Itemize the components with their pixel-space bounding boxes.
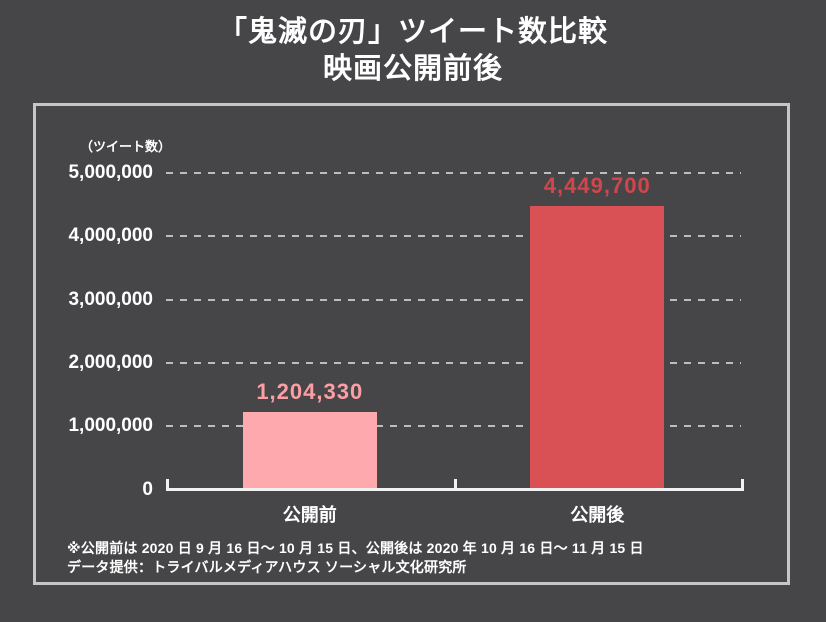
- y-tick-label: 3,000,000: [68, 288, 153, 310]
- y-tick-label: 5,000,000: [68, 162, 153, 183]
- x-axis-tick-1: [453, 479, 457, 491]
- chart-title-line-2: 映画公開前後: [322, 53, 503, 85]
- y-axis-unit-label: （ツイート数）: [80, 139, 172, 154]
- y-tick-label: 1,000,000: [68, 415, 153, 437]
- bar-before-release: [242, 412, 377, 488]
- x-axis-tick-0: [166, 479, 169, 491]
- bar-after-release: [530, 206, 665, 488]
- bar-value-label-after-release: 4,449,700: [543, 173, 651, 198]
- gridline-2000000: [166, 361, 741, 364]
- gridline-4000000: [166, 235, 741, 238]
- bar-chart-plot-area: 1,000,000 2,000,000 3,000,000 4,000,000 5,00…: [36, 106, 787, 582]
- gridline-5000000: [166, 172, 741, 174]
- y-tick-label: 4,000,000: [68, 225, 153, 247]
- chart-frame: （ツイート数） 1,000,000 2,000,000 3,000,000 4,000…: [33, 103, 790, 585]
- x-axis-tick-2: [741, 479, 744, 491]
- bar-value-label-before-release: 1,204,330: [256, 379, 364, 404]
- y-tick-label-zero: 0: [142, 478, 153, 500]
- gridline-3000000: [166, 298, 741, 301]
- category-label-after-release: 公開後: [570, 505, 625, 525]
- footnote-data-source: データ提供：トライバルメディアハウス ソーシャル文化研究所: [67, 559, 467, 575]
- footnote-period: ※公開前は 2020 日 9 月 16 日～ 10 月 15 日、公開後は 20…: [67, 540, 644, 556]
- category-label-before-release: 公開前: [282, 505, 337, 525]
- chart-title-line-1: 「鬼滅の刃」ツイート数比較: [217, 16, 608, 48]
- gridline-1000000: [166, 425, 741, 428]
- y-tick-label: 2,000,000: [68, 351, 153, 373]
- footnotes: ※公開前は 2020 日 9 月 16 日～ 10 月 15 日、公開後は 20…: [67, 539, 644, 577]
- chart-title: 「鬼滅の刃」ツイート数比較 映画公開前後: [0, 14, 826, 88]
